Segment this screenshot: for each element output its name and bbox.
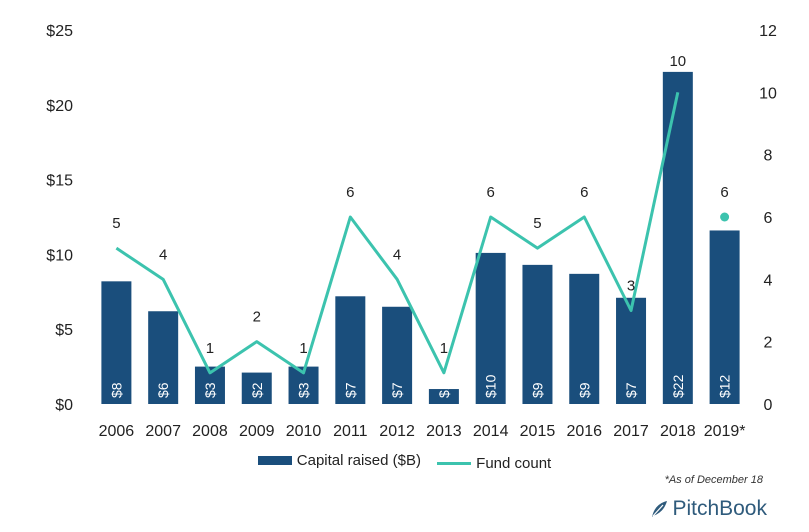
bar-value-label: $12 [717,374,733,398]
line-fund-count [115,92,680,375]
y-right-tick-label: 6 [764,210,773,227]
point-fund-count [720,212,730,222]
pitchbook-leaf-icon [652,501,668,517]
y-right-tick-label: 0 [764,397,773,414]
y-left-tick-label: $10 [46,247,73,264]
x-tick-label: 2006 [99,423,135,440]
bar-capital-raised [709,230,740,404]
y-right-tick-label: 10 [759,85,777,102]
bar-value-label: $7 [623,382,639,398]
x-tick-label: 2009 [239,423,275,440]
fund-count-label: 6 [487,184,495,201]
bar-value-label: $6 [155,382,171,398]
bar-capital-raised [101,281,132,404]
y-right-tick-label: 2 [764,335,773,352]
bar-value-label: $7 [342,382,358,398]
legend-item-capital: Capital raised ($B) [257,452,421,469]
bar-value-label: $10 [483,374,499,398]
bar-value-label: $3 [202,382,218,398]
bar-capital-raised [382,306,413,404]
bar-value-label: $9 [529,382,545,398]
y-right-tick-label: 12 [759,23,777,40]
fund-count-label: 10 [669,53,686,70]
legend-label-capital: Capital raised ($B) [296,452,421,469]
bar-value-label: $22 [670,374,686,398]
bar-capital-raised [569,273,600,404]
fund-count-label: 5 [533,215,541,232]
brand-name: PitchBook [672,497,767,520]
x-tick-label: 2010 [286,423,322,440]
bar-capital-raised [148,311,179,404]
legend: Capital raised ($B) Fund count [0,452,809,472]
bar-value-label: $8 [108,382,124,398]
x-tick-label: 2019* [704,423,746,440]
y-left-tick-label: $25 [46,23,73,40]
x-tick-label: 2012 [379,423,415,440]
bar-value-label: $9 [576,382,592,398]
bar-value-label: $3 [296,382,312,398]
x-tick-label: 2016 [566,423,602,440]
y-left-tick-label: $20 [46,98,73,115]
x-tick-label: 2011 [333,423,368,440]
y-left-tick-label: $5 [55,322,73,339]
x-tick-label: 2017 [613,423,649,440]
bar-capital-raised [335,296,366,404]
x-tick-label: 2014 [473,423,509,440]
fund-count-label: 3 [627,278,635,295]
y-right-tick-label: 4 [764,272,773,289]
y-left-tick-label: $15 [46,173,73,190]
fund-count-label: 6 [346,184,354,201]
x-tick-label: 2013 [426,423,462,440]
bar-value-label: $1 [436,382,452,398]
fund-count-label: 1 [299,340,307,357]
legend-swatch-line [437,462,472,465]
fund-count-label: 6 [580,184,588,201]
bar-capital-raised [241,372,272,404]
fund-count-label: 5 [112,215,120,232]
fund-count-label: 1 [440,340,448,357]
fund-count-label: 6 [720,184,728,201]
legend-swatch-bar [257,456,292,465]
legend-item-fund-count: Fund count [437,455,551,472]
fund-count-label: 4 [159,246,167,263]
y-left-tick-label: $0 [55,397,73,414]
bar-capital-raised [522,264,553,404]
bar-value-label: $2 [249,382,265,398]
bar-value-label: $7 [389,382,405,398]
bar-capital-raised [475,252,506,404]
bar-capital-raised [662,71,693,404]
x-tick-label: 2018 [660,423,696,440]
legend-label-fund-count: Fund count [476,455,552,472]
brand-logo: PitchBook [649,497,767,521]
bar-capital-raised [616,297,647,404]
fund-count-label: 1 [206,340,214,357]
x-tick-label: 2008 [192,423,228,440]
fund-count-label: 2 [253,309,261,326]
x-tick-label: 2007 [145,423,181,440]
x-tick-label: 2015 [520,423,556,440]
footnote: *As of December 18 [664,474,763,486]
bar-capital-raised [428,389,459,404]
y-right-tick-label: 8 [764,148,773,165]
fund-count-label: 4 [393,246,401,263]
